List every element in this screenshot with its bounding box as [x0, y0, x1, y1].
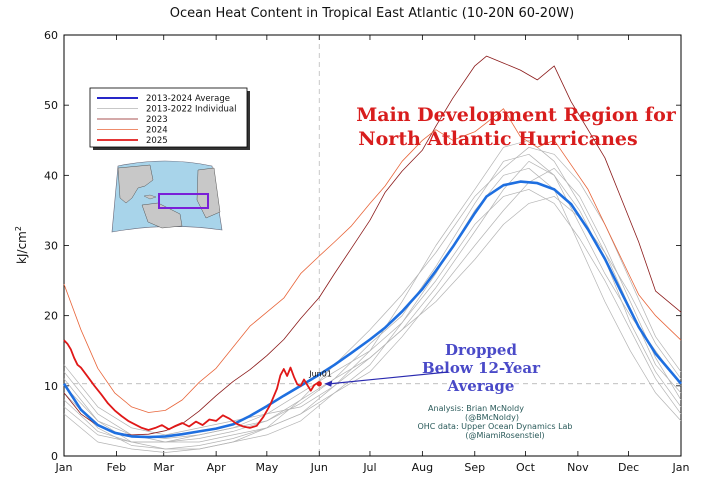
- dropped-annotation-line2: Below 12-Year: [422, 359, 541, 377]
- credit-line3: OHC data: Upper Ocean Dynamics Lab: [417, 422, 572, 431]
- credit-line1: Analysis: Brian McNoldy: [428, 404, 524, 413]
- x-tick-label: Apr: [207, 461, 227, 474]
- inset-map-caribbean: [143, 194, 157, 200]
- x-tick-label: Sep: [464, 461, 485, 474]
- y-tick-label: 0: [51, 450, 58, 463]
- x-tick-label: May: [255, 461, 278, 474]
- series-line-2013-2022-individual-f: [63, 196, 682, 443]
- x-tick-label: Feb: [107, 461, 126, 474]
- credit-line4: (@MiamiRosenstiel): [465, 431, 544, 440]
- series-line-2023: [63, 55, 682, 436]
- y-tick-label: 20: [44, 310, 58, 323]
- legend-label-2013-2024-average: 2013-2024 Average: [146, 94, 230, 104]
- legend-label-2023: 2023: [146, 115, 168, 125]
- x-tick-label: Oct: [516, 461, 536, 474]
- credit-line2: (@BMcNoldy): [465, 413, 519, 422]
- x-tick-label: Jun: [310, 461, 328, 474]
- inset-map-mdr-box: [158, 193, 209, 209]
- dropped-annotation-line3: Average: [447, 377, 515, 395]
- y-tick-label: 60: [44, 29, 58, 42]
- jun01-label: Jun01: [308, 370, 332, 379]
- jun01-marker: [316, 381, 322, 387]
- chart-title: Ocean Heat Content in Tropical East Atla…: [170, 6, 574, 21]
- x-tick-label: Aug: [412, 461, 433, 474]
- mdr-annotation-line2: North Atlantic Hurricanes: [358, 128, 637, 150]
- x-tick-label: Jan: [55, 461, 73, 474]
- y-tick-label: 30: [44, 240, 58, 253]
- series-line-2025: [63, 339, 320, 431]
- series-line-2013-2024-average: [62, 180, 682, 439]
- dropped-arrow-head: [324, 380, 333, 387]
- series-line-2024: [63, 108, 682, 413]
- axis-ticks: 0 10 20 30 40 50 60 Jan Feb Mar Apr May Jun Jul Aug Sep…: [44, 29, 690, 474]
- series-line-2013-2022-individual-d: [63, 167, 682, 450]
- mdr-annotation-line1: Main Development Region for: [356, 104, 677, 126]
- x-tick-label: Dec: [618, 461, 639, 474]
- legend-label-2025: 2025: [146, 136, 168, 146]
- inset-map: [111, 160, 223, 233]
- y-axis-label-superscript: 2: [14, 226, 23, 231]
- series-line-2013-2022-individual-h: [63, 146, 682, 453]
- y-axis-label: kJ/cm2: [14, 226, 29, 264]
- y-axis-label-unit: kJ/cm: [15, 231, 29, 264]
- dropped-arrow: [324, 371, 449, 387]
- y-tick-label: 40: [44, 169, 58, 182]
- x-tick-label: Mar: [153, 461, 174, 474]
- series-line-2013-2022-individual-e: [63, 139, 682, 443]
- series-layer: Jun01: [62, 55, 682, 453]
- inset-map-north-america: [117, 164, 154, 204]
- series-line-2013-2022-individual-g: [63, 167, 682, 450]
- dropped-arrow-shaft: [330, 371, 449, 385]
- x-tick-label: Nov: [567, 461, 589, 474]
- dropped-annotation-line1: Dropped: [445, 341, 517, 359]
- y-tick-label: 10: [44, 380, 58, 393]
- x-tick-label: Jul: [362, 461, 376, 474]
- legend-label-2024: 2024: [146, 126, 168, 136]
- gridlines: [64, 35, 681, 456]
- y-tick-label: 50: [44, 99, 58, 112]
- x-tick-label: Jan: [672, 461, 690, 474]
- legend-label-2013-2022-individual: 2013-2022 Individual: [146, 105, 236, 115]
